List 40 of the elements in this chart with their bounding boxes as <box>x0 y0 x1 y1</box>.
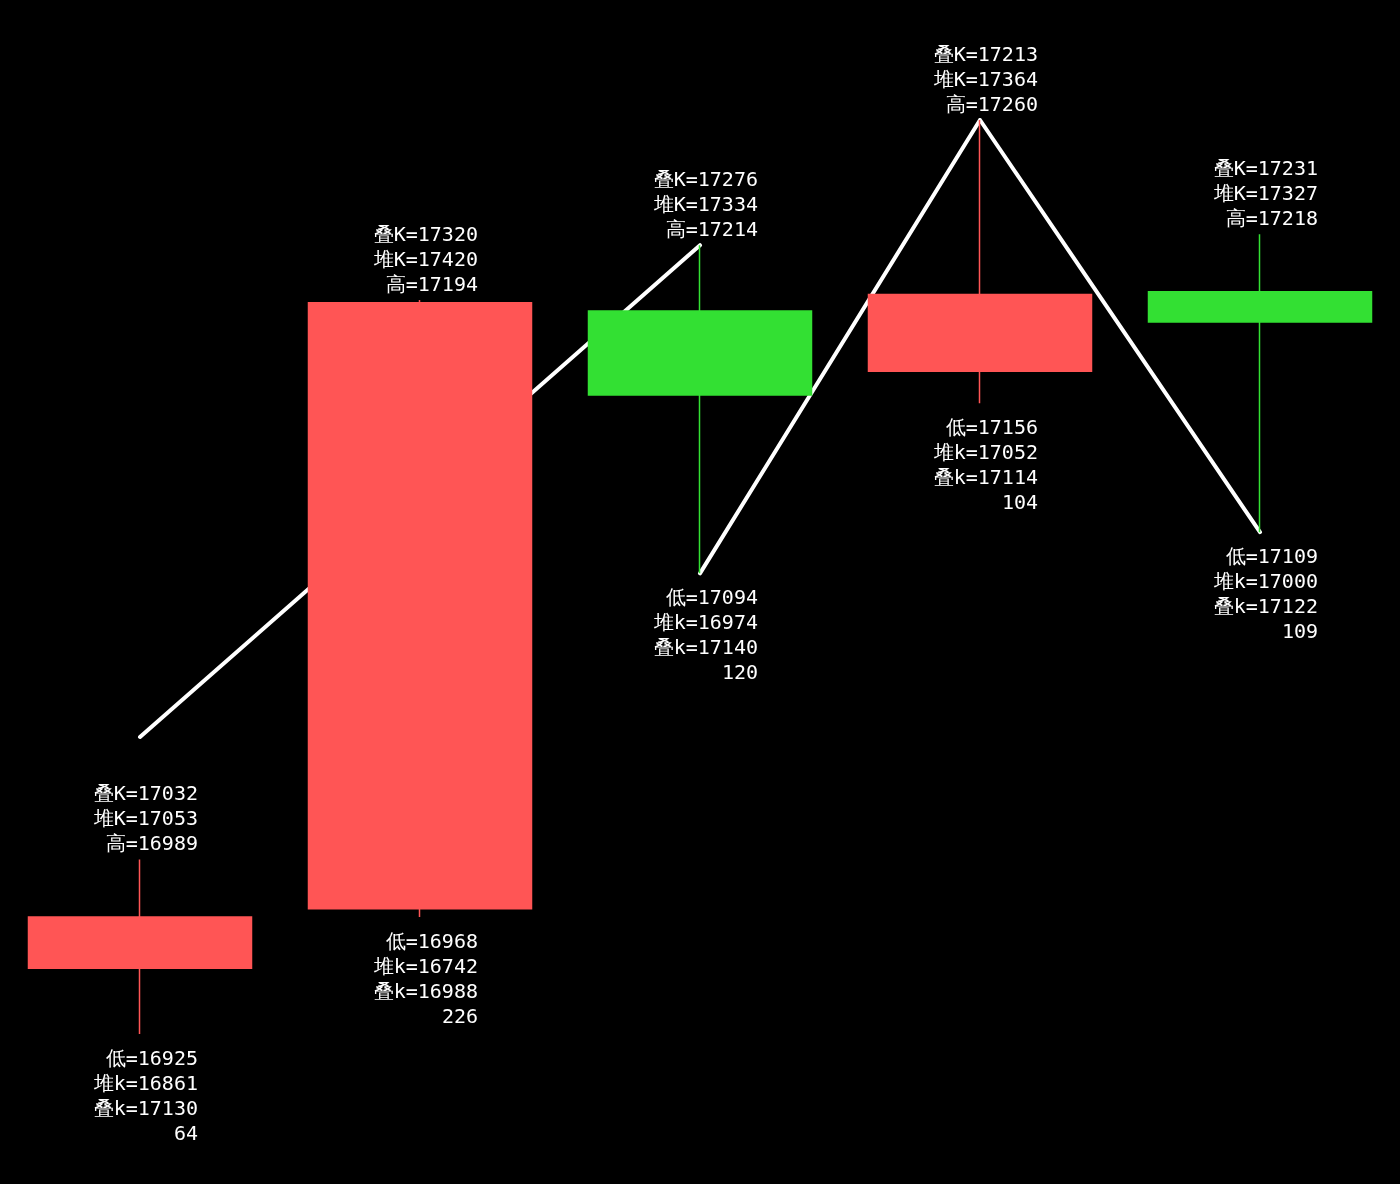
candlestick <box>587 244 813 575</box>
annotation: 堆k=17052 <box>932 440 1038 465</box>
text: 堆K=17364 <box>932 67 1038 91</box>
annotation: 叠K=17320 <box>373 222 478 247</box>
annotation: 低=17094 <box>665 585 758 610</box>
annotation: 叠k=17122 <box>1213 594 1318 619</box>
annotation: 120 <box>721 660 758 685</box>
candlestick <box>307 299 533 918</box>
annotation: 堆k=17000 <box>1212 569 1318 594</box>
annotation: 低=17109 <box>1225 544 1318 569</box>
text: 叠k=17130 <box>93 1096 198 1120</box>
annotation: 226 <box>441 1004 478 1029</box>
annotation: 低=16968 <box>385 929 478 954</box>
annotation: 104 <box>1001 490 1038 515</box>
annotation: 堆k=16742 <box>372 954 478 979</box>
annotation: 叠k=16988 <box>373 979 478 1004</box>
candlestick <box>867 119 1093 405</box>
annotation: 高=17194 <box>385 272 478 297</box>
candlestick <box>27 858 253 1035</box>
annotation: 109 <box>1281 619 1318 644</box>
annotation: 堆k=16974 <box>652 610 758 635</box>
text: 堆k=16861 <box>92 1071 198 1095</box>
annotation: 堆K=17327 <box>1212 181 1318 206</box>
annotation: 低=17156 <box>945 415 1038 440</box>
text: 低=16925 <box>105 1046 198 1070</box>
annotation: 叠k=17140 <box>653 635 758 660</box>
annotation: 叠K=17032 <box>93 781 198 806</box>
text: 叠K=17213 <box>933 42 1038 66</box>
annotation: 叠K=17231 <box>1213 156 1318 181</box>
annotation: 叠k=17114 <box>933 465 1038 490</box>
annotation: 堆K=17420 <box>372 247 478 272</box>
annotation: 堆K=17053 <box>92 806 198 831</box>
annotation: 堆K=17334 <box>652 192 758 217</box>
annotation: 高=16989 <box>105 831 198 856</box>
candlestick <box>1147 233 1373 533</box>
annotation: 叠K=17276 <box>653 167 758 192</box>
text: 高=17260 <box>945 92 1038 116</box>
text: 64 <box>173 1121 198 1145</box>
annotation: 高=17218 <box>1225 206 1318 231</box>
annotation: 高=17214 <box>665 217 758 242</box>
